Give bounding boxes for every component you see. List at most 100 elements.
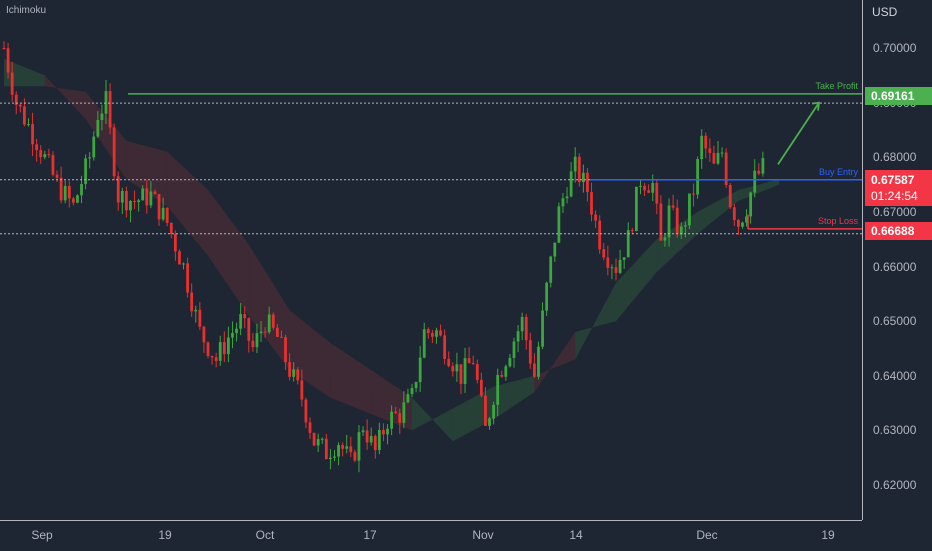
candle-body — [120, 191, 124, 203]
chart-plot-area[interactable]: Take Profit Buy Entry Stop Loss Ichimoku — [0, 0, 862, 520]
candle-body — [23, 106, 26, 125]
projection-arrow-head — [811, 101, 821, 111]
candle-body — [178, 251, 181, 265]
candle-body — [284, 337, 287, 363]
candle-body — [655, 182, 659, 204]
candle-body — [671, 205, 675, 208]
candle-body — [373, 435, 377, 451]
candle-body — [202, 326, 206, 343]
cloud-segment — [412, 397, 453, 442]
candle-body — [561, 198, 565, 207]
candle-body — [451, 366, 455, 372]
candle-body — [390, 411, 393, 429]
candle-body — [594, 214, 597, 221]
candle-body — [712, 152, 716, 164]
candle-body — [14, 94, 18, 105]
candle-body — [614, 267, 618, 273]
candle-body — [145, 188, 149, 206]
candle-body — [459, 364, 463, 384]
candle-body — [708, 148, 712, 153]
candle-body — [696, 159, 699, 195]
time-axis[interactable]: Sep 19 Oct 17 Nov 14 Dec 19 — [0, 520, 862, 551]
candle-body — [71, 198, 75, 203]
candle-body — [51, 155, 55, 175]
candle-body — [590, 192, 593, 215]
stop-loss-label: Stop Loss — [818, 216, 859, 226]
candle-body — [643, 185, 646, 191]
candle-body — [161, 207, 165, 220]
cloud-segment — [493, 375, 535, 420]
cloud-segment — [85, 91, 127, 180]
candle-body — [27, 124, 30, 126]
candle-body — [553, 242, 557, 257]
candle-body — [108, 91, 112, 128]
candle-body — [545, 282, 549, 311]
price-tick-label: 0.65000 — [873, 314, 917, 329]
price-tick-label: 0.68000 — [873, 150, 917, 165]
candle-body — [235, 328, 238, 334]
candle-body — [422, 329, 426, 358]
candle-body — [565, 196, 569, 199]
candlestick-chart[interactable]: Take Profit Buy Entry Stop Loss — [0, 0, 862, 520]
trade-levels: Take Profit Buy Entry Stop Loss — [0, 81, 862, 235]
candle-body — [455, 364, 459, 372]
candle-body — [296, 369, 300, 381]
candle-body — [700, 135, 704, 160]
cloud-segment — [616, 239, 657, 322]
candle-body — [329, 457, 332, 460]
candle-body — [357, 432, 361, 461]
candle-body — [55, 174, 59, 178]
candle-body — [210, 355, 214, 358]
candle-body — [667, 205, 671, 238]
candle-body — [92, 136, 96, 158]
price-tick-label: 0.63000 — [873, 423, 917, 438]
candle-body — [320, 438, 324, 440]
candle-body — [406, 394, 410, 403]
candle-body — [316, 439, 320, 446]
candle-body — [100, 113, 104, 121]
candle-body — [267, 314, 271, 333]
candle-body — [479, 379, 483, 396]
candle-body — [116, 176, 120, 203]
take-profit-label: Take Profit — [815, 81, 858, 91]
time-tick-label: 17 — [363, 528, 377, 542]
candle-body — [194, 309, 198, 312]
candle-body — [125, 191, 128, 211]
candle-body — [402, 402, 406, 423]
candle-body — [475, 364, 479, 380]
price-tick-label: 0.64000 — [873, 368, 917, 383]
price-axis[interactable]: USD 0.700000.690000.680000.670000.660000… — [862, 0, 932, 520]
projection-arrow-shaft — [777, 102, 820, 165]
candle-body — [447, 358, 451, 367]
candle-body — [243, 314, 247, 319]
candle-body — [688, 193, 691, 226]
candle-body — [524, 316, 528, 341]
candle-body — [622, 257, 626, 260]
indicator-label[interactable]: Ichimoku — [6, 5, 47, 16]
candle-body — [528, 340, 532, 364]
candle-body — [471, 363, 475, 365]
candle-body — [418, 357, 422, 383]
candle-body — [426, 329, 430, 333]
candle-body — [275, 327, 279, 337]
candle-body — [300, 380, 304, 400]
candle-body — [626, 230, 630, 258]
candle-body — [549, 256, 553, 283]
candle-body — [537, 346, 540, 377]
candle-body — [647, 190, 651, 193]
time-tick-label: Sep — [31, 528, 53, 542]
candle-body — [508, 357, 512, 367]
candle-body — [610, 267, 614, 269]
candle-body — [18, 104, 22, 107]
candle-body — [214, 357, 218, 361]
candle-body — [382, 429, 385, 435]
cloud-segment — [452, 386, 494, 442]
candle-body — [398, 413, 402, 423]
candle-body — [263, 331, 267, 333]
time-tick-label: Dec — [696, 528, 718, 542]
candle-body — [345, 446, 349, 449]
candle-body — [182, 263, 185, 265]
candle-body — [484, 395, 487, 426]
candle-body — [602, 249, 606, 258]
cloud-segment — [656, 211, 698, 272]
